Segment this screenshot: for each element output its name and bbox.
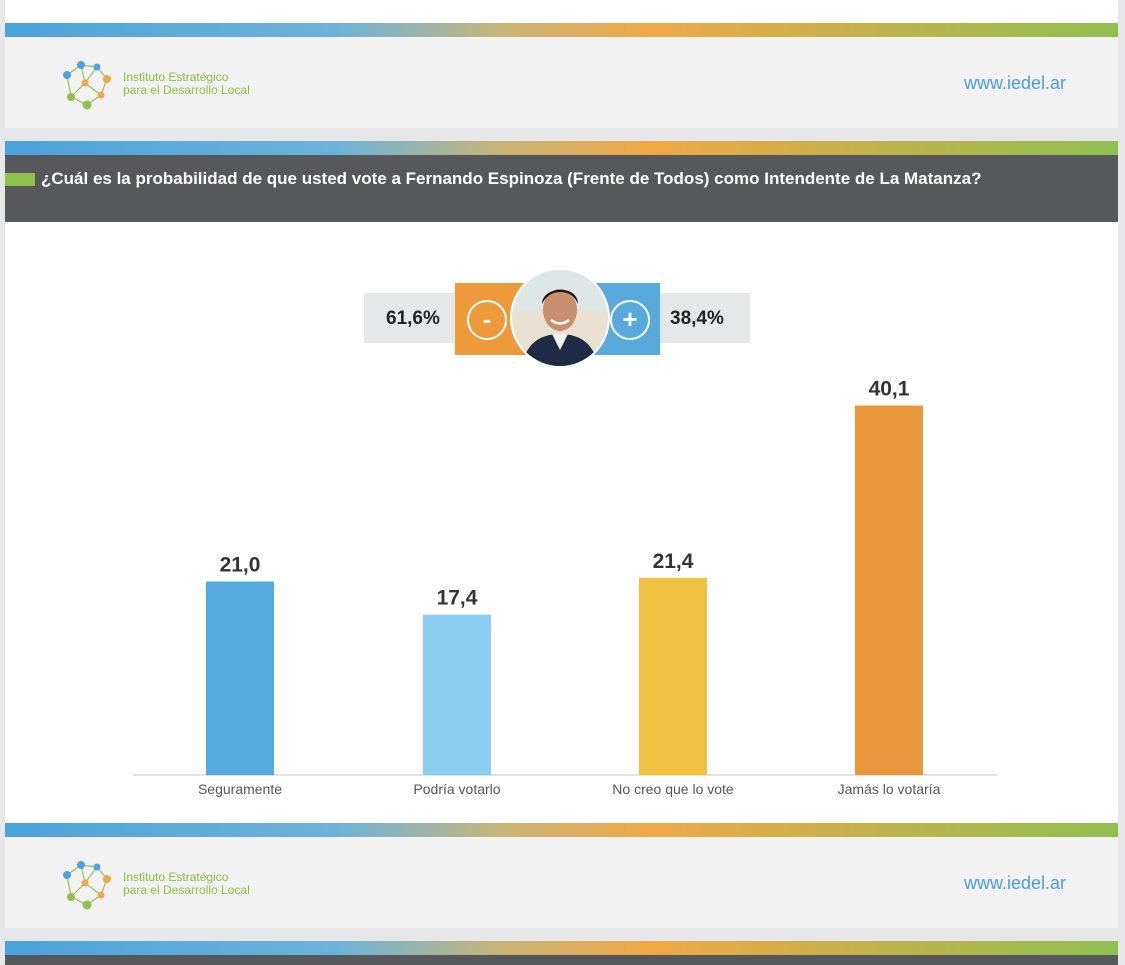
logo-text: Instituto Estratégico para el Desarrollo… [123, 71, 250, 97]
gradient-strip [5, 823, 1118, 837]
negative-total-box: 61,6% [364, 293, 455, 343]
footer-band: Instituto Estratégico para el Desarrollo… [5, 837, 1118, 928]
website-link[interactable]: www.iedel.ar [963, 873, 1066, 893]
iedel-logo: Instituto Estratégico para el Desarrollo… [57, 55, 277, 119]
candidate-portrait-icon [512, 270, 608, 366]
gradient-strip [5, 23, 1118, 37]
plus-icon: + [610, 300, 650, 340]
positive-total-box: 38,4% [660, 293, 750, 343]
question-title: ¿Cuál es la probabilidad de que usted vo… [41, 169, 982, 188]
website-link[interactable]: www.iedel.ar [963, 73, 1066, 93]
candidate-photo [512, 270, 608, 366]
header-band: Instituto Estratégico para el Desarrollo… [5, 37, 1118, 128]
minus-icon: - [467, 300, 507, 340]
logo-text: Instituto Estratégico para el Desarrollo… [123, 871, 250, 897]
gradient-strip [5, 941, 1118, 955]
next-slide-bar [5, 955, 1118, 965]
positive-total: 38,4% [670, 308, 724, 329]
title-accent [5, 173, 35, 186]
question-title-bar: ¿Cuál es la probabilidad de que usted vo… [5, 155, 1118, 222]
logo-line1: Instituto Estratégico [123, 870, 229, 884]
iedel-logo: Instituto Estratégico para el Desarrollo… [57, 855, 277, 919]
network-logo-icon [63, 861, 111, 910]
logo-line1: Instituto Estratégico [123, 70, 229, 84]
top-panel [5, 0, 1118, 23]
network-logo-icon [63, 61, 111, 110]
gradient-strip [5, 141, 1118, 155]
negative-total: 61,6% [386, 308, 440, 329]
logo-line2: para el Desarrollo Local [123, 883, 250, 897]
logo-line2: para el Desarrollo Local [123, 83, 250, 97]
